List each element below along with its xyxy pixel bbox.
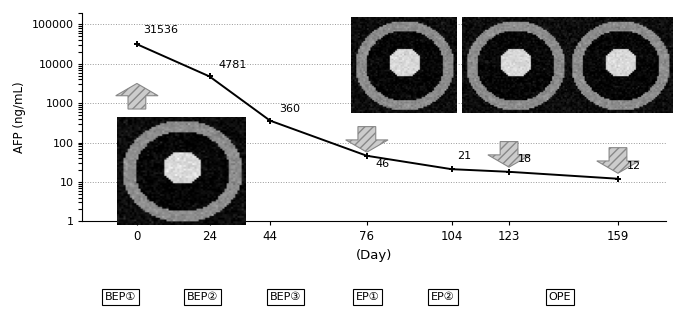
- Polygon shape: [488, 142, 530, 167]
- Text: BEP③: BEP③: [269, 292, 301, 302]
- Polygon shape: [346, 127, 388, 152]
- Text: BEP②: BEP②: [187, 292, 218, 302]
- Polygon shape: [597, 148, 639, 173]
- Text: 21: 21: [458, 151, 472, 161]
- Text: EP①: EP①: [356, 292, 379, 302]
- Y-axis label: AFP (ng/mL): AFP (ng/mL): [13, 81, 26, 153]
- Text: 18: 18: [518, 154, 532, 164]
- X-axis label: (Day): (Day): [357, 249, 392, 262]
- Text: EP②: EP②: [431, 292, 455, 302]
- Text: 31536: 31536: [143, 25, 178, 35]
- Text: 46: 46: [376, 160, 390, 169]
- Text: 4781: 4781: [218, 59, 247, 70]
- Text: 360: 360: [279, 104, 300, 114]
- Text: OPE: OPE: [549, 292, 571, 302]
- Polygon shape: [115, 83, 158, 109]
- Text: BEP①: BEP①: [104, 292, 136, 302]
- Text: 12: 12: [627, 161, 641, 171]
